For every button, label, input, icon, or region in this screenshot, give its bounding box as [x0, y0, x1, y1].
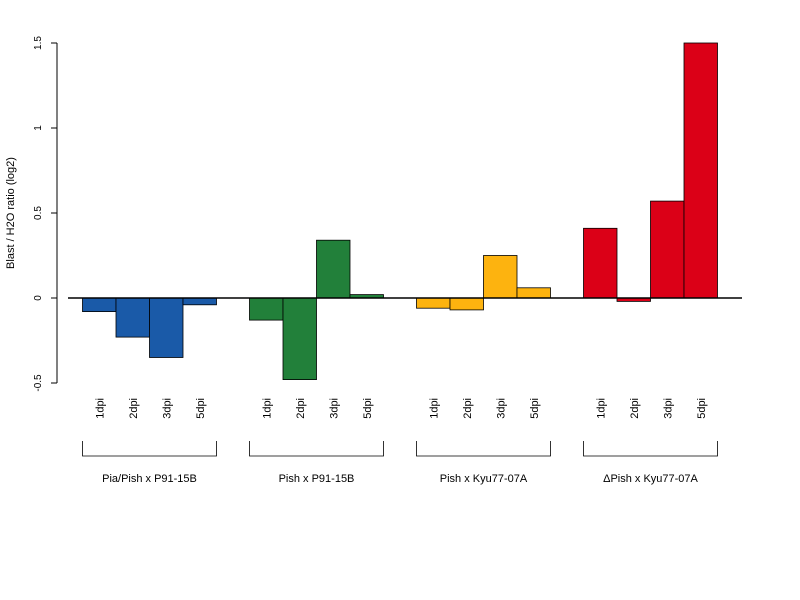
category-tick-label: 2dpi [295, 398, 307, 419]
group-label: Pish x Kyu77-07A [440, 473, 528, 485]
bar [449, 297, 484, 311]
bar [82, 297, 117, 313]
category-tick-label: 2dpi [629, 398, 641, 419]
category-tick-label: 5dpi [362, 398, 374, 419]
category-tick-label: 3dpi [161, 398, 173, 419]
bar [583, 227, 618, 299]
category-tick-label: 2dpi [128, 398, 140, 419]
y-tick-label: 0.5 [33, 206, 44, 220]
group-bracket [583, 441, 718, 457]
group-bracket [82, 441, 217, 457]
bar [115, 297, 150, 338]
y-tick-label: 1.5 [33, 36, 44, 50]
category-tick-label: 1dpi [261, 398, 273, 419]
bars [82, 42, 718, 380]
bar [149, 297, 184, 358]
group-brackets: Pia/Pish x P91-15B Pish x P91-15B Pish x K… [82, 441, 718, 485]
y-tick-label: 1 [33, 125, 44, 131]
y-axis: -0.5 0 0.5 1 1.5 [33, 36, 58, 392]
category-tick-label: 3dpi [495, 398, 507, 419]
category-tick-label: 1dpi [595, 398, 607, 419]
bar [516, 287, 551, 299]
bar [316, 239, 351, 299]
y-axis-label: Blast / H2O ratio (log2) [5, 157, 17, 269]
bar [182, 297, 217, 306]
category-tick-label: 5dpi [195, 398, 207, 419]
group-bracket [416, 441, 551, 457]
category-tick-label: 5dpi [529, 398, 541, 419]
bar [249, 297, 284, 321]
category-tick-label: 3dpi [328, 398, 340, 419]
bar [416, 297, 451, 309]
category-labels: 1dpi 2dpi 3dpi 5dpi 1dpi 2dpi 3dpi 5dpi 1dpi 2dpi… [94, 398, 708, 419]
bar [650, 200, 685, 299]
group-label: ΔPish x Kyu77-07A [603, 473, 698, 485]
bar [282, 297, 317, 380]
group-label: Pish x P91-15B [279, 473, 355, 485]
bar [683, 42, 718, 299]
bar [483, 255, 518, 299]
y-tick-label: -0.5 [33, 374, 44, 392]
category-tick-label: 1dpi [428, 398, 440, 419]
category-tick-label: 5dpi [696, 398, 708, 419]
group-label: Pia/Pish x P91-15B [102, 473, 197, 485]
group-bracket [249, 441, 384, 457]
category-tick-label: 2dpi [462, 398, 474, 419]
category-tick-label: 3dpi [662, 398, 674, 419]
category-tick-label: 1dpi [94, 398, 106, 419]
y-tick-label: 0 [33, 295, 44, 301]
